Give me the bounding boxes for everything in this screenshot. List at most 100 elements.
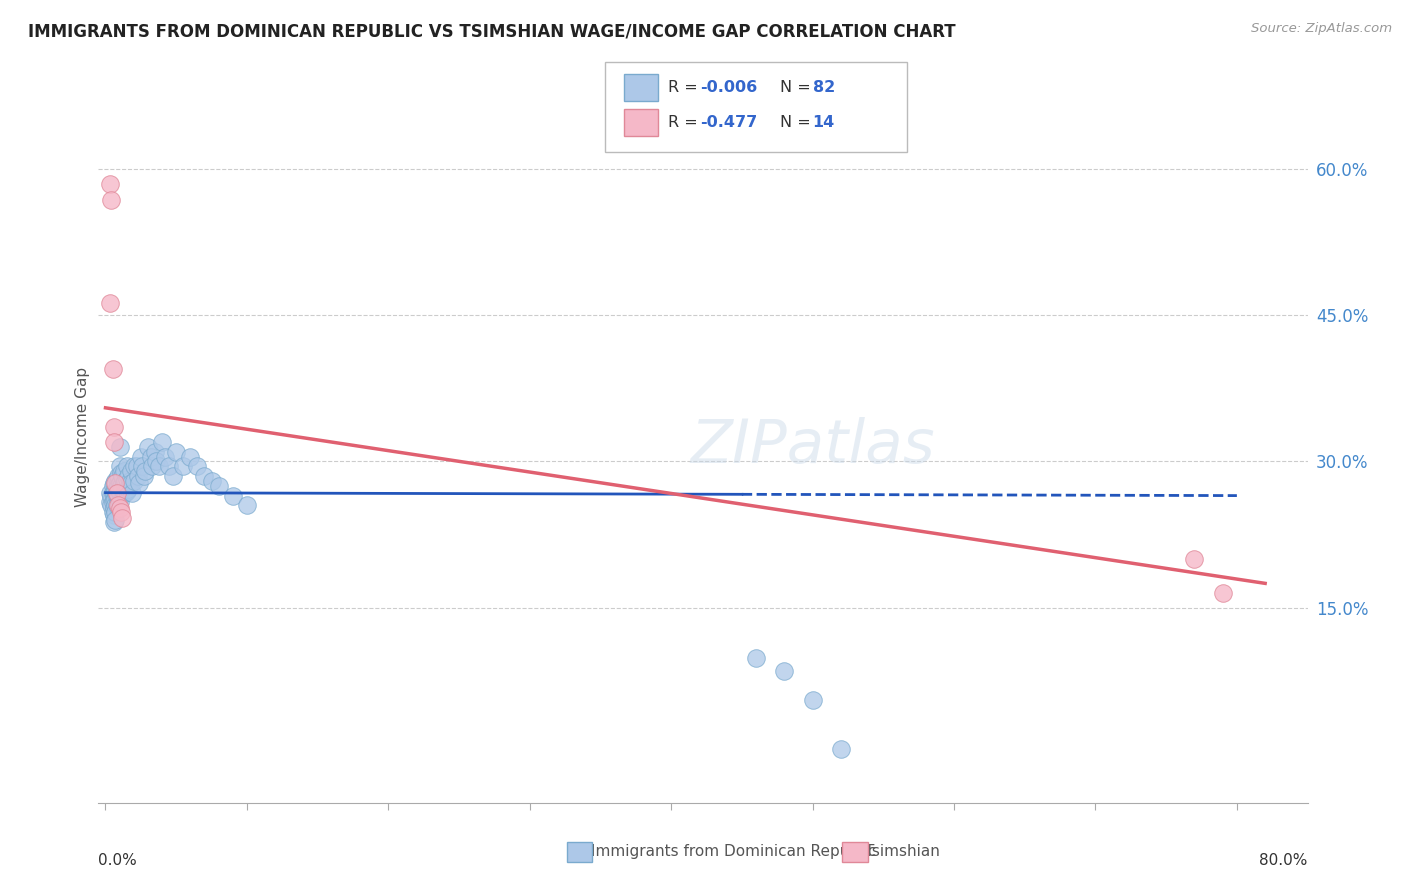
Point	[117, 482, 139, 496]
Text: N =: N =	[780, 80, 817, 95]
Point	[141, 459, 163, 474]
Point	[110, 505, 132, 519]
Point	[111, 469, 134, 483]
Point	[108, 440, 131, 454]
Point	[134, 464, 156, 478]
Point	[150, 434, 173, 449]
Point	[121, 485, 143, 500]
Point	[100, 499, 122, 513]
Point	[801, 693, 824, 707]
Point	[131, 459, 153, 474]
Point	[105, 472, 128, 486]
Point	[103, 434, 125, 449]
Point	[103, 493, 125, 508]
Point	[111, 511, 134, 525]
Point	[112, 464, 135, 478]
Point	[153, 450, 176, 464]
Point	[103, 420, 125, 434]
Point	[104, 483, 127, 498]
Point	[103, 508, 125, 522]
Point	[132, 469, 155, 483]
Point	[115, 472, 138, 486]
Point	[193, 469, 215, 483]
Point	[111, 482, 134, 496]
Point	[105, 485, 128, 500]
Point	[112, 475, 135, 490]
Point	[101, 479, 124, 493]
Point	[112, 485, 135, 500]
Point	[115, 483, 138, 498]
Point	[105, 482, 128, 496]
Text: N =: N =	[780, 115, 817, 129]
Point	[105, 489, 128, 503]
Point	[773, 664, 796, 678]
Point	[200, 474, 222, 488]
Point	[115, 459, 138, 474]
Text: R =: R =	[668, 115, 703, 129]
Point	[1212, 586, 1234, 600]
Point	[108, 475, 131, 490]
Point	[139, 450, 162, 464]
Point	[108, 485, 131, 500]
Point	[128, 475, 150, 490]
Text: Source: ZipAtlas.com: Source: ZipAtlas.com	[1251, 22, 1392, 36]
Point	[207, 479, 229, 493]
Point	[122, 474, 145, 488]
Point	[222, 489, 245, 503]
Point	[122, 459, 145, 474]
Point	[117, 469, 139, 483]
Point	[830, 742, 852, 756]
Point	[129, 450, 152, 464]
Point	[157, 459, 180, 474]
Point	[145, 454, 167, 468]
Point	[107, 489, 129, 503]
Point	[236, 499, 259, 513]
Point	[103, 501, 125, 516]
Point	[120, 475, 142, 490]
Point	[136, 440, 159, 454]
Text: 14: 14	[813, 115, 835, 129]
Point	[104, 499, 127, 513]
Text: R =: R =	[668, 80, 703, 95]
Point	[104, 491, 127, 506]
Text: -0.477: -0.477	[700, 115, 758, 129]
Point	[104, 513, 127, 527]
Point	[98, 495, 121, 509]
Point	[107, 469, 129, 483]
Point	[118, 474, 141, 488]
Point	[110, 466, 132, 480]
Point	[108, 459, 131, 474]
Text: 82: 82	[813, 80, 835, 95]
Point	[127, 469, 149, 483]
Text: 0.0%: 0.0%	[98, 853, 138, 868]
Point	[165, 444, 187, 458]
Point	[148, 459, 170, 474]
Point	[100, 193, 122, 207]
Point	[114, 474, 136, 488]
Point	[114, 485, 136, 500]
Point	[143, 444, 166, 458]
Point	[100, 489, 122, 503]
Point	[108, 501, 131, 516]
Point	[103, 485, 125, 500]
Point	[172, 459, 194, 474]
Point	[101, 361, 124, 376]
Point	[103, 475, 125, 490]
Point	[104, 474, 127, 488]
Point	[98, 177, 121, 191]
Y-axis label: Wage/Income Gap: Wage/Income Gap	[75, 367, 90, 508]
Point	[105, 499, 128, 513]
Point	[745, 651, 768, 665]
Point	[110, 479, 132, 493]
Point	[179, 450, 201, 464]
Point	[101, 505, 124, 519]
Point	[98, 485, 121, 500]
Point	[125, 459, 148, 474]
Text: ZIPatlas: ZIPatlas	[690, 417, 935, 476]
Text: IMMIGRANTS FROM DOMINICAN REPUBLIC VS TSIMSHIAN WAGE/INCOME GAP CORRELATION CHAR: IMMIGRANTS FROM DOMINICAN REPUBLIC VS TS…	[28, 22, 956, 40]
Point	[104, 505, 127, 519]
Point	[108, 495, 131, 509]
Text: Tsimshian: Tsimshian	[865, 845, 939, 859]
Point	[101, 495, 124, 509]
Point	[1184, 552, 1206, 566]
